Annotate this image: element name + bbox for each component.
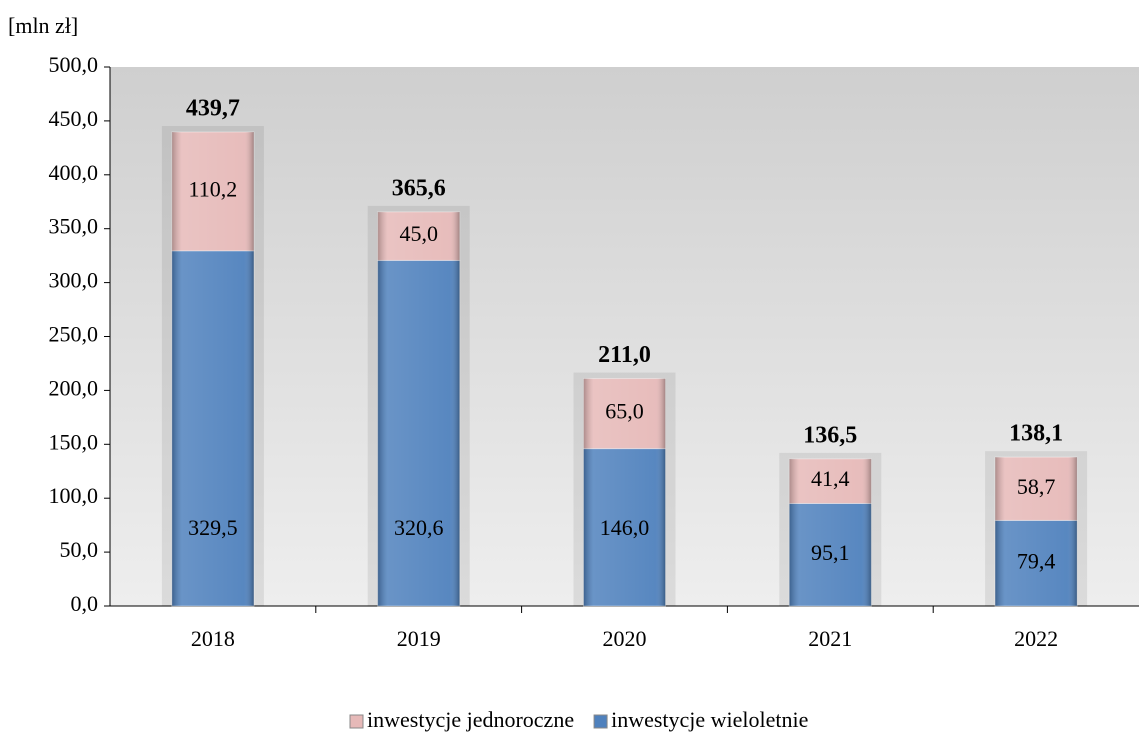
bar-bevel [583, 448, 666, 606]
bar-bevel [789, 503, 872, 606]
y-tick-label: 350,0 [49, 214, 99, 239]
legend-swatch [593, 714, 608, 729]
y-tick-label: 0,0 [71, 591, 99, 616]
legend-swatch [349, 714, 364, 729]
total-label: 136,5 [803, 422, 857, 448]
data-label: 58,7 [1017, 474, 1056, 499]
y-unit-label: [mln zł] [8, 13, 78, 38]
x-tick-label: 2018 [191, 626, 235, 651]
bar-bevel [789, 458, 872, 504]
bar-bevel [171, 132, 254, 251]
legend-label: inwestycje wieloletnie [611, 707, 808, 732]
legend-label: inwestycje jednoroczne [367, 707, 574, 732]
bar-bevel [377, 211, 460, 261]
y-tick-label: 100,0 [49, 483, 99, 508]
bar-bevel [171, 250, 254, 606]
data-label: 95,1 [811, 540, 850, 565]
data-label: 79,4 [1017, 548, 1056, 573]
total-label: 211,0 [598, 342, 651, 368]
data-label: 41,4 [811, 466, 850, 491]
y-tick-label: 50,0 [60, 537, 99, 562]
y-tick-label: 150,0 [49, 429, 99, 454]
bar-bevel [995, 457, 1078, 521]
total-label: 365,6 [392, 175, 446, 201]
bar-bevel [583, 378, 666, 449]
x-tick-label: 2020 [603, 626, 647, 651]
data-label: 65,0 [605, 399, 644, 424]
total-label: 138,1 [1009, 421, 1063, 447]
data-label: 320,6 [394, 515, 444, 540]
data-label: 110,2 [189, 176, 238, 201]
y-tick-label: 500,0 [49, 52, 99, 77]
x-tick-label: 2022 [1014, 626, 1058, 651]
bar-bevel [377, 260, 460, 606]
data-label: 329,5 [188, 515, 238, 540]
y-tick-label: 250,0 [49, 322, 99, 347]
y-tick-label: 400,0 [49, 160, 99, 185]
data-label: 45,0 [399, 221, 438, 246]
y-tick-label: 300,0 [49, 268, 99, 293]
x-tick-label: 2021 [808, 626, 852, 651]
total-label: 439,7 [186, 96, 240, 122]
data-label: 146,0 [600, 515, 650, 540]
y-tick-label: 200,0 [49, 375, 99, 400]
y-tick-label: 450,0 [49, 106, 99, 131]
x-tick-label: 2019 [397, 626, 441, 651]
bar-bevel [995, 520, 1078, 606]
